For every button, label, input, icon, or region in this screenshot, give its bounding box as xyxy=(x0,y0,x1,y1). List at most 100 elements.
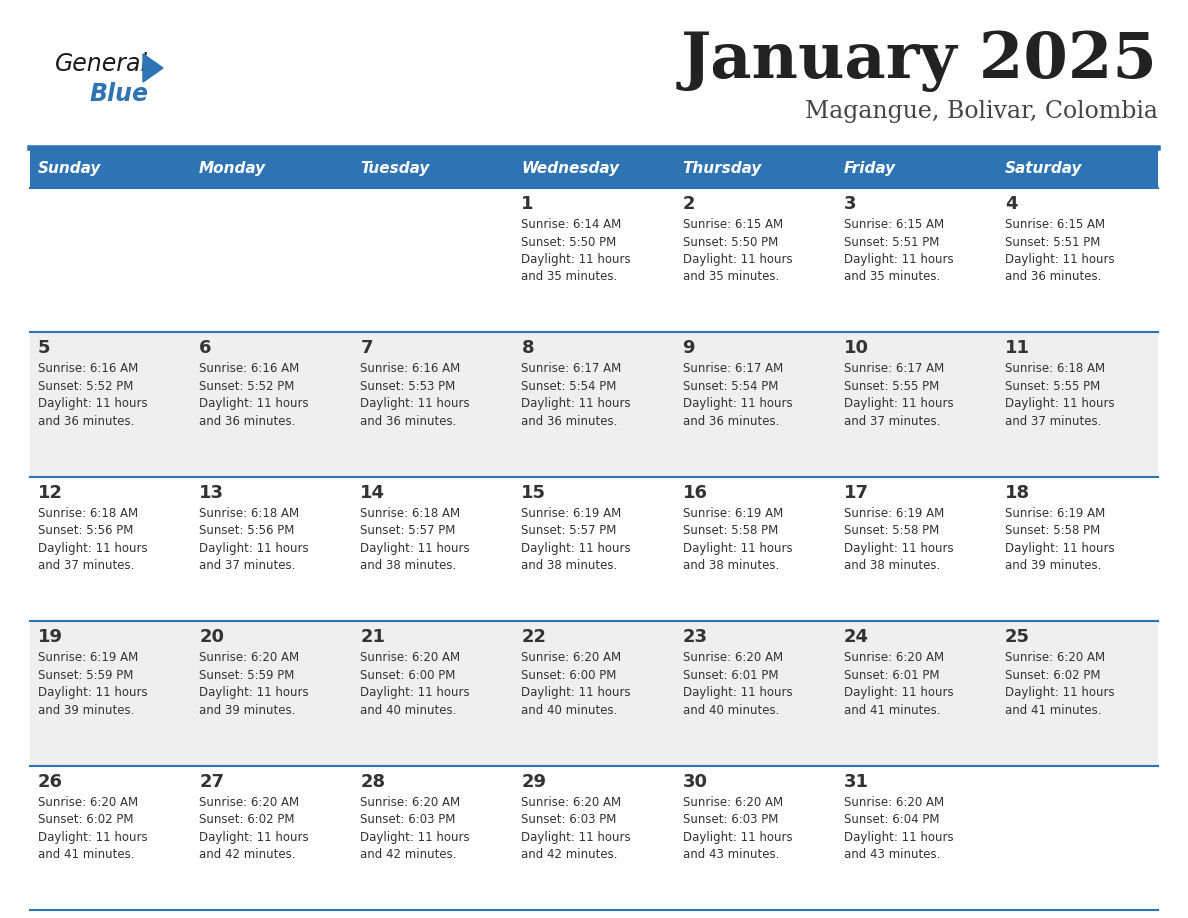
Text: 18: 18 xyxy=(1005,484,1030,502)
Text: Sunset: 5:59 PM: Sunset: 5:59 PM xyxy=(200,668,295,682)
Text: Sunset: 5:55 PM: Sunset: 5:55 PM xyxy=(843,380,939,393)
Text: Daylight: 11 hours: Daylight: 11 hours xyxy=(683,542,792,554)
Text: 2: 2 xyxy=(683,195,695,213)
Text: Sunset: 5:50 PM: Sunset: 5:50 PM xyxy=(522,236,617,249)
Text: Daylight: 11 hours: Daylight: 11 hours xyxy=(843,542,953,554)
Bar xyxy=(30,766,1158,910)
Text: and 40 minutes.: and 40 minutes. xyxy=(360,704,456,717)
Text: Sunset: 5:59 PM: Sunset: 5:59 PM xyxy=(38,668,133,682)
Text: Sunrise: 6:17 AM: Sunrise: 6:17 AM xyxy=(843,363,944,375)
Text: and 38 minutes.: and 38 minutes. xyxy=(683,559,779,572)
Text: and 36 minutes.: and 36 minutes. xyxy=(1005,271,1101,284)
Text: Sunset: 5:58 PM: Sunset: 5:58 PM xyxy=(683,524,778,537)
Text: Sunrise: 6:20 AM: Sunrise: 6:20 AM xyxy=(522,796,621,809)
Bar xyxy=(30,476,1158,621)
Text: 22: 22 xyxy=(522,628,546,646)
Text: and 38 minutes.: and 38 minutes. xyxy=(522,559,618,572)
Text: and 36 minutes.: and 36 minutes. xyxy=(200,415,296,428)
Text: Sunrise: 6:16 AM: Sunrise: 6:16 AM xyxy=(360,363,461,375)
Text: Daylight: 11 hours: Daylight: 11 hours xyxy=(1005,686,1114,700)
Text: 27: 27 xyxy=(200,773,225,790)
Text: and 36 minutes.: and 36 minutes. xyxy=(38,415,134,428)
Text: and 42 minutes.: and 42 minutes. xyxy=(522,848,618,861)
Text: Sunrise: 6:17 AM: Sunrise: 6:17 AM xyxy=(683,363,783,375)
Text: and 35 minutes.: and 35 minutes. xyxy=(683,271,779,284)
Text: 13: 13 xyxy=(200,484,225,502)
Text: Sunset: 6:03 PM: Sunset: 6:03 PM xyxy=(360,813,456,826)
Text: and 39 minutes.: and 39 minutes. xyxy=(38,704,134,717)
Text: and 35 minutes.: and 35 minutes. xyxy=(522,271,618,284)
Text: Sunset: 6:01 PM: Sunset: 6:01 PM xyxy=(843,668,940,682)
Text: Daylight: 11 hours: Daylight: 11 hours xyxy=(522,253,631,266)
Text: 1: 1 xyxy=(522,195,533,213)
Text: 28: 28 xyxy=(360,773,385,790)
Text: Daylight: 11 hours: Daylight: 11 hours xyxy=(683,397,792,410)
Text: Sunrise: 6:18 AM: Sunrise: 6:18 AM xyxy=(38,507,138,520)
Text: Sunset: 5:53 PM: Sunset: 5:53 PM xyxy=(360,380,455,393)
Text: and 41 minutes.: and 41 minutes. xyxy=(38,848,134,861)
Text: and 43 minutes.: and 43 minutes. xyxy=(843,848,940,861)
Text: Sunday: Sunday xyxy=(38,162,101,176)
Text: Sunrise: 6:17 AM: Sunrise: 6:17 AM xyxy=(522,363,621,375)
Text: Daylight: 11 hours: Daylight: 11 hours xyxy=(843,253,953,266)
Text: Daylight: 11 hours: Daylight: 11 hours xyxy=(1005,542,1114,554)
Text: Daylight: 11 hours: Daylight: 11 hours xyxy=(522,542,631,554)
Text: Daylight: 11 hours: Daylight: 11 hours xyxy=(200,542,309,554)
Text: Sunrise: 6:20 AM: Sunrise: 6:20 AM xyxy=(200,796,299,809)
Text: Tuesday: Tuesday xyxy=(360,162,430,176)
Text: Blue: Blue xyxy=(89,82,148,106)
Text: Sunrise: 6:20 AM: Sunrise: 6:20 AM xyxy=(843,796,943,809)
Text: Daylight: 11 hours: Daylight: 11 hours xyxy=(683,686,792,700)
Text: Sunrise: 6:15 AM: Sunrise: 6:15 AM xyxy=(683,218,783,231)
Text: 7: 7 xyxy=(360,340,373,357)
Text: Sunrise: 6:20 AM: Sunrise: 6:20 AM xyxy=(38,796,138,809)
Text: 6: 6 xyxy=(200,340,211,357)
Text: Sunset: 5:56 PM: Sunset: 5:56 PM xyxy=(38,524,133,537)
Text: 19: 19 xyxy=(38,628,63,646)
Text: Sunset: 5:52 PM: Sunset: 5:52 PM xyxy=(38,380,133,393)
Text: Sunrise: 6:15 AM: Sunrise: 6:15 AM xyxy=(843,218,943,231)
Text: Sunset: 6:00 PM: Sunset: 6:00 PM xyxy=(522,668,617,682)
Text: Sunset: 5:56 PM: Sunset: 5:56 PM xyxy=(200,524,295,537)
Bar xyxy=(997,150,1158,188)
Text: Sunset: 5:57 PM: Sunset: 5:57 PM xyxy=(522,524,617,537)
Text: 15: 15 xyxy=(522,484,546,502)
Bar xyxy=(675,150,835,188)
Text: and 35 minutes.: and 35 minutes. xyxy=(843,271,940,284)
Text: and 41 minutes.: and 41 minutes. xyxy=(1005,704,1101,717)
Text: Daylight: 11 hours: Daylight: 11 hours xyxy=(38,686,147,700)
Text: Sunset: 5:51 PM: Sunset: 5:51 PM xyxy=(1005,236,1100,249)
Text: and 37 minutes.: and 37 minutes. xyxy=(200,559,296,572)
Text: Sunrise: 6:20 AM: Sunrise: 6:20 AM xyxy=(522,651,621,665)
Text: Daylight: 11 hours: Daylight: 11 hours xyxy=(522,686,631,700)
Text: and 38 minutes.: and 38 minutes. xyxy=(360,559,456,572)
Text: and 36 minutes.: and 36 minutes. xyxy=(360,415,456,428)
Text: 20: 20 xyxy=(200,628,225,646)
Text: Daylight: 11 hours: Daylight: 11 hours xyxy=(843,831,953,844)
Text: Sunset: 6:02 PM: Sunset: 6:02 PM xyxy=(1005,668,1100,682)
Text: Wednesday: Wednesday xyxy=(522,162,620,176)
Text: Sunrise: 6:20 AM: Sunrise: 6:20 AM xyxy=(843,651,943,665)
Text: Sunrise: 6:18 AM: Sunrise: 6:18 AM xyxy=(360,507,461,520)
Text: Daylight: 11 hours: Daylight: 11 hours xyxy=(38,397,147,410)
Text: and 43 minutes.: and 43 minutes. xyxy=(683,848,779,861)
Text: Sunrise: 6:19 AM: Sunrise: 6:19 AM xyxy=(38,651,138,665)
Polygon shape xyxy=(143,54,163,82)
Text: Sunset: 5:58 PM: Sunset: 5:58 PM xyxy=(843,524,939,537)
Text: Daylight: 11 hours: Daylight: 11 hours xyxy=(200,686,309,700)
Text: Sunset: 5:51 PM: Sunset: 5:51 PM xyxy=(843,236,939,249)
Text: and 37 minutes.: and 37 minutes. xyxy=(1005,415,1101,428)
Text: Sunset: 6:00 PM: Sunset: 6:00 PM xyxy=(360,668,456,682)
Text: Daylight: 11 hours: Daylight: 11 hours xyxy=(522,397,631,410)
Text: Daylight: 11 hours: Daylight: 11 hours xyxy=(200,831,309,844)
Text: Sunrise: 6:20 AM: Sunrise: 6:20 AM xyxy=(683,651,783,665)
Text: Daylight: 11 hours: Daylight: 11 hours xyxy=(1005,253,1114,266)
Text: Daylight: 11 hours: Daylight: 11 hours xyxy=(200,397,309,410)
Text: and 37 minutes.: and 37 minutes. xyxy=(843,415,940,428)
Text: 31: 31 xyxy=(843,773,868,790)
Text: Friday: Friday xyxy=(843,162,896,176)
Text: Sunset: 6:03 PM: Sunset: 6:03 PM xyxy=(683,813,778,826)
Text: 16: 16 xyxy=(683,484,708,502)
Text: and 40 minutes.: and 40 minutes. xyxy=(522,704,618,717)
Text: Sunset: 5:54 PM: Sunset: 5:54 PM xyxy=(683,380,778,393)
